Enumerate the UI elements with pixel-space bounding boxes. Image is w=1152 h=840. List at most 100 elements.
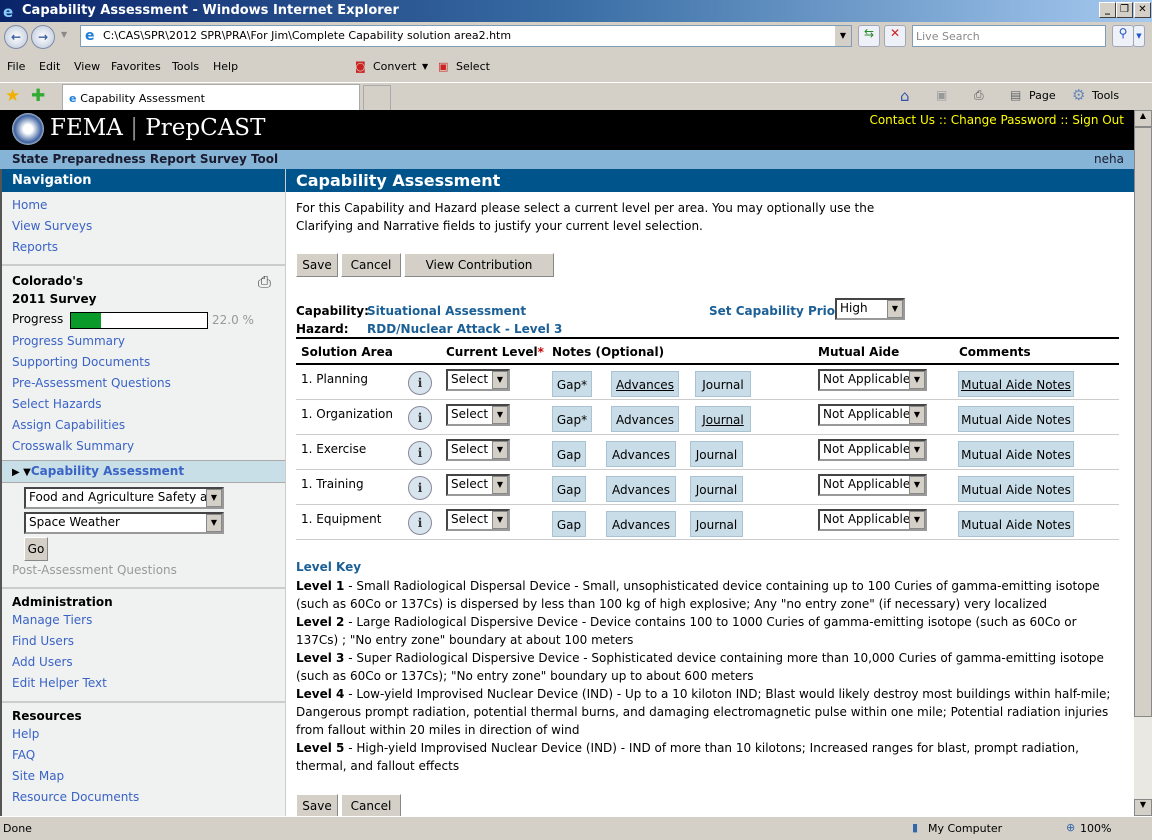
- mutual-aide-select[interactable]: Not Applicable ▼: [818, 439, 927, 461]
- advances-button[interactable]: Advances: [606, 441, 676, 467]
- back-button[interactable]: ←: [4, 25, 28, 49]
- journal-button[interactable]: Journal: [695, 406, 751, 432]
- contact-us-link[interactable]: Contact Us: [869, 113, 935, 127]
- menu-tools[interactable]: Tools: [172, 60, 200, 73]
- address-dropdown[interactable]: ▼: [835, 26, 851, 46]
- nav-select-hazards[interactable]: Select Hazards: [12, 397, 102, 411]
- current-level-select[interactable]: Select ▼: [446, 474, 510, 496]
- nav-faq[interactable]: FAQ: [12, 748, 36, 762]
- nav-resource-documents[interactable]: Resource Documents: [12, 790, 140, 804]
- search-options-dropdown[interactable]: ▼: [1133, 25, 1145, 47]
- change-password-link[interactable]: Change Password: [950, 113, 1057, 127]
- gap-button[interactable]: Gap*: [552, 371, 592, 397]
- mutual-aide-notes-button[interactable]: Mutual Aide Notes: [958, 371, 1074, 397]
- menu-favorites[interactable]: Favorites: [111, 60, 161, 73]
- capability-select[interactable]: Food and Agriculture Safety an ▼: [24, 487, 224, 509]
- search-input[interactable]: Live Search: [912, 25, 1106, 47]
- favorites-star-icon[interactable]: ★: [5, 86, 21, 106]
- nav-home[interactable]: Home: [12, 198, 48, 212]
- mutual-aide-select[interactable]: Not Applicable ▼: [818, 404, 927, 426]
- new-tab-button[interactable]: [363, 85, 391, 111]
- sign-out-link[interactable]: Sign Out: [1072, 113, 1124, 127]
- nav-site-map[interactable]: Site Map: [12, 769, 65, 783]
- menu-edit[interactable]: Edit: [39, 60, 61, 73]
- info-icon[interactable]: i: [408, 406, 432, 430]
- journal-button[interactable]: Journal: [690, 441, 743, 467]
- current-level-select[interactable]: Select ▼: [446, 404, 510, 426]
- menu-view[interactable]: View: [74, 60, 101, 73]
- gap-button[interactable]: Gap: [552, 441, 586, 467]
- nav-pre-assessment-questions[interactable]: Pre-Assessment Questions: [12, 376, 171, 390]
- nav-reports[interactable]: Reports: [12, 240, 59, 254]
- page-menu[interactable]: Page: [1029, 89, 1056, 102]
- search-icon[interactable]: ⚲: [1112, 25, 1134, 47]
- scroll-down-button[interactable]: ▼: [1134, 799, 1152, 816]
- advances-button[interactable]: Advances: [606, 476, 676, 502]
- journal-button[interactable]: Journal: [690, 511, 743, 537]
- nav-manage-tiers[interactable]: Manage Tiers: [12, 613, 93, 627]
- menu-help[interactable]: Help: [213, 60, 239, 73]
- menu-file[interactable]: File: [7, 60, 26, 73]
- view-contribution-button[interactable]: View Contribution: [404, 253, 554, 277]
- add-favorite-icon[interactable]: ✚: [31, 86, 46, 106]
- current-level-select[interactable]: Select ▼: [446, 509, 510, 531]
- mutual-aide-select[interactable]: Not Applicable ▼: [818, 369, 927, 391]
- convert-button[interactable]: Convert: [373, 60, 417, 73]
- cancel-button-bottom[interactable]: Cancel: [341, 794, 401, 818]
- print-icon[interactable]: ⎙: [258, 272, 271, 291]
- select-button[interactable]: Select: [456, 60, 490, 73]
- scroll-thumb[interactable]: [1134, 127, 1152, 717]
- info-icon[interactable]: i: [408, 511, 432, 535]
- go-button[interactable]: Go: [24, 537, 48, 561]
- print-icon[interactable]: ⎙: [974, 88, 984, 102]
- current-level-select[interactable]: Select ▼: [446, 439, 510, 461]
- advances-button[interactable]: Advances: [611, 371, 679, 397]
- nav-view-surveys[interactable]: View Surveys: [12, 219, 93, 233]
- nav-add-users[interactable]: Add Users: [12, 655, 73, 669]
- tab-capability-assessment[interactable]: e Capability Assessment: [62, 84, 360, 111]
- nav-assign-capabilities[interactable]: Assign Capabilities: [12, 418, 126, 432]
- save-button-bottom[interactable]: Save: [296, 794, 338, 818]
- nav-supporting-documents[interactable]: Supporting Documents: [12, 355, 151, 369]
- scroll-up-button[interactable]: ▲: [1134, 110, 1152, 127]
- nav-edit-helper-text[interactable]: Edit Helper Text: [12, 676, 107, 690]
- journal-button[interactable]: Journal: [690, 476, 743, 502]
- advances-button[interactable]: Advances: [606, 511, 676, 537]
- info-icon[interactable]: i: [408, 476, 432, 500]
- mutual-aide-notes-button[interactable]: Mutual Aide Notes: [958, 476, 1074, 502]
- nav-post-assessment-questions[interactable]: Post-Assessment Questions: [12, 563, 177, 577]
- info-icon[interactable]: i: [408, 371, 432, 395]
- cancel-button[interactable]: Cancel: [341, 253, 401, 277]
- history-dropdown-icon[interactable]: ▼: [61, 30, 68, 39]
- stop-button[interactable]: ✕: [884, 25, 906, 47]
- refresh-button[interactable]: ⇆: [858, 25, 880, 47]
- mutual-aide-notes-button[interactable]: Mutual Aide Notes: [958, 441, 1074, 467]
- nav-progress-summary[interactable]: Progress Summary: [12, 334, 126, 348]
- nav-crosswalk-summary[interactable]: Crosswalk Summary: [12, 439, 135, 453]
- minimize-button[interactable]: _: [1099, 2, 1116, 18]
- current-level-select[interactable]: Select ▼: [446, 369, 510, 391]
- mutual-aide-notes-button[interactable]: Mutual Aide Notes: [958, 511, 1074, 537]
- info-icon[interactable]: i: [408, 441, 432, 465]
- tools-menu[interactable]: Tools: [1092, 89, 1120, 102]
- vertical-scrollbar[interactable]: ▲ ▼: [1134, 110, 1152, 816]
- priority-select[interactable]: High ▼: [835, 298, 905, 320]
- advances-button[interactable]: Advances: [611, 406, 679, 432]
- mutual-aide-select[interactable]: Not Applicable ▼: [818, 509, 927, 531]
- restore-button[interactable]: ❐: [1116, 2, 1133, 18]
- zoom-level[interactable]: 100%: [1080, 822, 1112, 835]
- address-bar[interactable]: e C:\CAS\SPR\2012 SPR\PRA\For Jim\Comple…: [80, 25, 852, 47]
- hazard-select[interactable]: Space Weather ▼: [24, 512, 224, 534]
- nav-find-users[interactable]: Find Users: [12, 634, 75, 648]
- forward-button[interactable]: →: [31, 25, 55, 49]
- save-button[interactable]: Save: [296, 253, 338, 277]
- nav-help[interactable]: Help: [12, 727, 40, 741]
- journal-button[interactable]: Journal: [695, 371, 751, 397]
- gap-button[interactable]: Gap: [552, 476, 586, 502]
- nav-capability-assessment[interactable]: ▶ ▼Capability Assessment: [2, 460, 285, 483]
- home-icon[interactable]: ⌂: [900, 87, 910, 105]
- gap-button[interactable]: Gap*: [552, 406, 592, 432]
- close-button[interactable]: ✕: [1134, 2, 1151, 18]
- feeds-icon[interactable]: ▣: [936, 88, 948, 102]
- mutual-aide-select[interactable]: Not Applicable ▼: [818, 474, 927, 496]
